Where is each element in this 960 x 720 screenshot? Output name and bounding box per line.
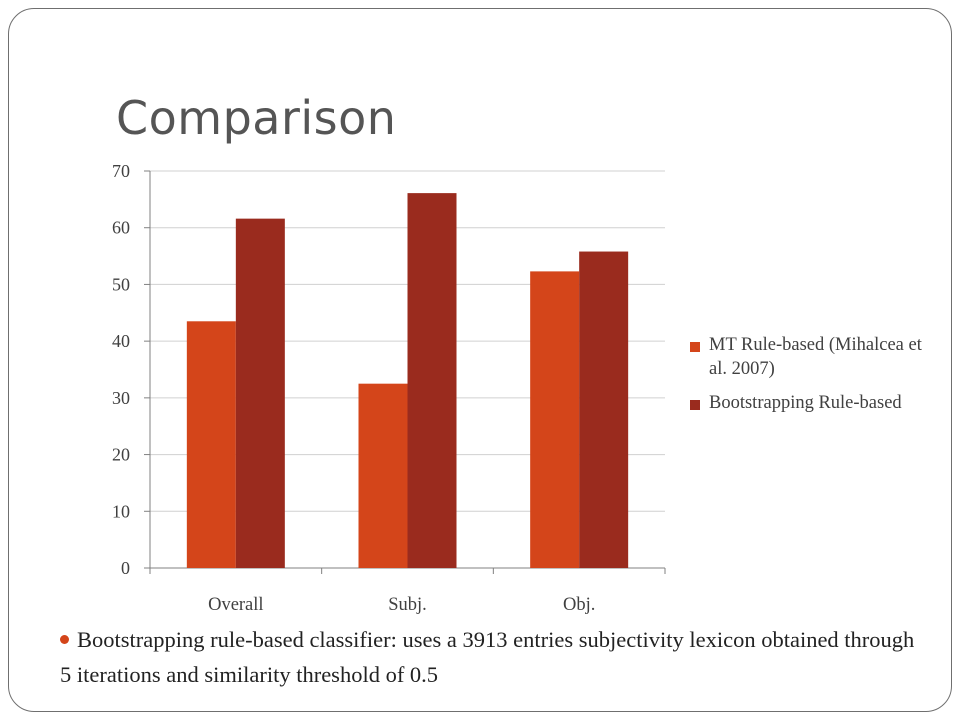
- legend-label-series-1: MT Rule-based (Mihalcea et al. 2007): [709, 335, 922, 379]
- y-tick-label: 30: [112, 388, 130, 408]
- bullet-dot-icon: [60, 635, 69, 645]
- slide-title: Comparison: [116, 91, 397, 145]
- bar-2: [407, 193, 457, 568]
- chart-legend: MT Rule-based (Mihalcea et al. 2007) Boo…: [690, 333, 930, 425]
- slide-frame: Comparison: [8, 8, 952, 712]
- y-tick-label: 50: [112, 274, 130, 294]
- legend-item-series-1: MT Rule-based (Mihalcea et al. 2007): [690, 333, 930, 381]
- x-tick-label: Subj.: [388, 595, 427, 615]
- bar-1: [186, 321, 236, 568]
- legend-swatch-series-1: [690, 342, 700, 352]
- bullet-text: Bootstrapping rule-based classifier: use…: [60, 627, 915, 687]
- y-tick-label: 60: [112, 218, 130, 238]
- y-tick-label: 10: [112, 501, 130, 521]
- y-tick-label: 40: [112, 331, 130, 351]
- y-tick-label: 70: [112, 161, 130, 181]
- x-tick-label: Obj.: [563, 595, 595, 615]
- bar-2: [579, 251, 629, 568]
- y-tick-label: 20: [112, 445, 130, 465]
- bar-2: [235, 218, 285, 568]
- bar-1: [530, 271, 580, 568]
- y-tick-label: 0: [121, 558, 130, 578]
- bar-1: [358, 383, 408, 568]
- x-tick-label: Overall: [208, 595, 263, 615]
- bullet-point: Bootstrapping rule-based classifier: use…: [60, 622, 920, 692]
- legend-item-series-2: Bootstrapping Rule-based: [690, 391, 930, 415]
- legend-swatch-series-2: [690, 400, 700, 410]
- legend-label-series-2: Bootstrapping Rule-based: [709, 393, 902, 413]
